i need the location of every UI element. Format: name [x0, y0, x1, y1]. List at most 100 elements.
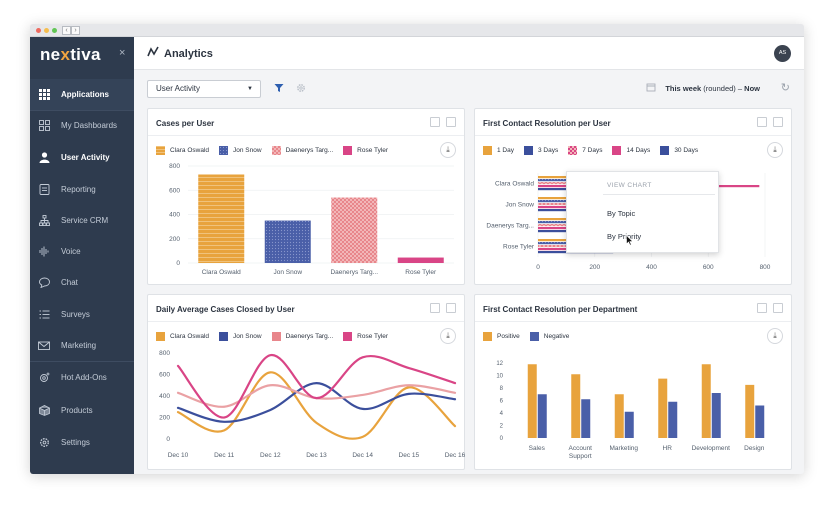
download-icon[interactable]: ⤓: [767, 142, 783, 158]
y-tick-label: 0: [166, 436, 170, 443]
sidebar-item-products[interactable]: Products: [30, 395, 134, 426]
minimize-window-dot[interactable]: [44, 28, 49, 33]
legend-item[interactable]: 1 Day: [483, 146, 514, 155]
collapse-sidebar-icon[interactable]: ×: [119, 47, 126, 59]
avatar[interactable]: AS: [774, 45, 791, 62]
refresh-icon[interactable]: ↻: [780, 82, 790, 94]
legend-label: Rose Tyler: [357, 333, 389, 340]
daily-average-cases-chart: 0 200 400 600 800 Dec 10 Dec 11 Dec 12 Dec 13 Dec…: [159, 350, 466, 459]
calendar-icon[interactable]: [646, 82, 656, 92]
download-icon[interactable]: ⤓: [767, 328, 783, 344]
legend-swatch: [523, 146, 533, 155]
bar-positive: [571, 374, 581, 438]
menu-item-by-priority[interactable]: By Priority: [607, 232, 642, 241]
legend-item[interactable]: 14 Days: [612, 146, 650, 155]
legend-item[interactable]: Rose Tyler: [343, 332, 388, 341]
legend-swatch: [483, 332, 492, 341]
x-tick-label: Daenerys Targ...: [330, 269, 378, 276]
legend-item[interactable]: Clara Oswald: [156, 146, 209, 155]
legend-item[interactable]: Rose Tyler: [343, 146, 388, 155]
chart-type-icon[interactable]: [757, 117, 767, 127]
legend-item[interactable]: Jon Snow: [219, 332, 262, 341]
chart-type-icon[interactable]: [430, 303, 440, 313]
date-range[interactable]: This week (rounded) – Now: [665, 84, 760, 93]
y-tick-label: 800: [159, 350, 170, 357]
legend-item[interactable]: Daenerys Targ...: [271, 146, 333, 155]
date-range-dash: –: [737, 84, 743, 93]
download-icon[interactable]: ⤓: [440, 142, 456, 158]
date-range-start: This week: [665, 84, 702, 93]
brand-logo[interactable]: nextiva: [40, 45, 101, 64]
back-arrow-icon[interactable]: ‹: [62, 26, 71, 35]
chart-type-icon[interactable]: [430, 117, 440, 127]
expand-icon[interactable]: [446, 117, 456, 127]
sidebar-item-applications[interactable]: Applications: [30, 79, 134, 110]
close-window-dot[interactable]: [36, 28, 41, 33]
sidebar-item-hot-add-ons[interactable]: Hot Add-Ons: [30, 362, 134, 393]
sidebar-item-user-activity[interactable]: User Activity: [30, 142, 134, 173]
sidebar-item-surveys[interactable]: Surveys: [30, 299, 134, 330]
divider: [475, 135, 791, 136]
card-title: First Contact Resolution per User: [483, 119, 611, 128]
card-title: Daily Average Cases Closed by User: [156, 305, 295, 314]
expand-icon[interactable]: [773, 303, 783, 313]
legend-item[interactable]: Daenerys Targ...: [271, 332, 333, 341]
forward-arrow-icon[interactable]: ›: [71, 26, 80, 35]
legend-item[interactable]: 30 Days: [660, 146, 698, 155]
legend-item[interactable]: Positive: [483, 332, 520, 341]
chart-type-icon[interactable]: [757, 303, 767, 313]
cases-per-user-chart: 0 200 400 600 800 Clara Oswald Jon Snow Daenery…: [169, 163, 454, 276]
legend-item[interactable]: Clara Oswald: [156, 332, 209, 341]
legend-swatch: [612, 146, 622, 155]
maximize-window-dot[interactable]: [52, 28, 57, 33]
y-tick-label: 8: [500, 386, 504, 392]
filter-icon[interactable]: [274, 83, 284, 93]
expand-icon[interactable]: [773, 117, 783, 127]
divider: [603, 194, 715, 195]
chevron-down-icon: ▼: [247, 86, 253, 92]
legend-item[interactable]: 7 Days: [568, 146, 602, 155]
x-tick-label: Dec 13: [306, 452, 327, 459]
sidebar-item-label: Chat: [61, 278, 78, 287]
x-tick-label: Rose Tyler: [405, 269, 437, 276]
legend-swatch: [156, 146, 165, 155]
x-tick-label: Jon Snow: [273, 269, 302, 276]
expand-icon[interactable]: [446, 303, 456, 313]
x-tick-label: 800: [760, 264, 771, 271]
legend-label: Rose Tyler: [357, 147, 389, 154]
y-tick-label: 400: [159, 393, 170, 400]
x-tick-label: 200: [589, 264, 600, 271]
card-title: Cases per User: [156, 119, 215, 128]
settings-gear-icon[interactable]: [296, 83, 306, 93]
bar-negative: [581, 399, 591, 438]
menu-item-by-topic[interactable]: By Topic: [607, 209, 636, 218]
divider: [148, 321, 464, 322]
legend-label: 1 Day: [497, 147, 514, 154]
sidebar-item-reporting[interactable]: Reporting: [30, 174, 134, 205]
series-line: [176, 381, 457, 423]
legend-item[interactable]: 3 Days: [523, 146, 558, 155]
user-icon: [38, 152, 50, 164]
legend-item[interactable]: Negative: [529, 332, 569, 341]
x-tick-label: HR: [663, 445, 673, 452]
sidebar-item-voice[interactable]: Voice: [30, 236, 134, 267]
sidebar-item-marketing[interactable]: Marketing: [30, 330, 134, 361]
y-tick-label: 4: [500, 411, 504, 417]
sidebar: nextiva × Applications My Dashboards User …: [30, 37, 134, 474]
series-line: [176, 354, 457, 419]
legend-item[interactable]: Jon Snow: [219, 146, 262, 155]
download-icon[interactable]: ⤓: [440, 328, 456, 344]
bar-negative: [711, 393, 721, 438]
legend-swatch: [660, 146, 670, 155]
divider: [475, 321, 791, 322]
view-select[interactable]: User Activity ▼: [147, 80, 261, 98]
legend-label: Clara Oswald: [170, 333, 210, 340]
y-tick-label: 800: [169, 163, 180, 170]
sidebar-item-chat[interactable]: Chat: [30, 267, 134, 298]
sidebar-item-service-crm[interactable]: Service CRM: [30, 205, 134, 236]
x-tick-label: Design: [744, 445, 765, 452]
sidebar-item-settings[interactable]: Settings: [30, 427, 134, 458]
x-tick-label: Dec 15: [399, 452, 420, 459]
sidebar-item-my-dashboards[interactable]: My Dashboards: [30, 110, 134, 141]
